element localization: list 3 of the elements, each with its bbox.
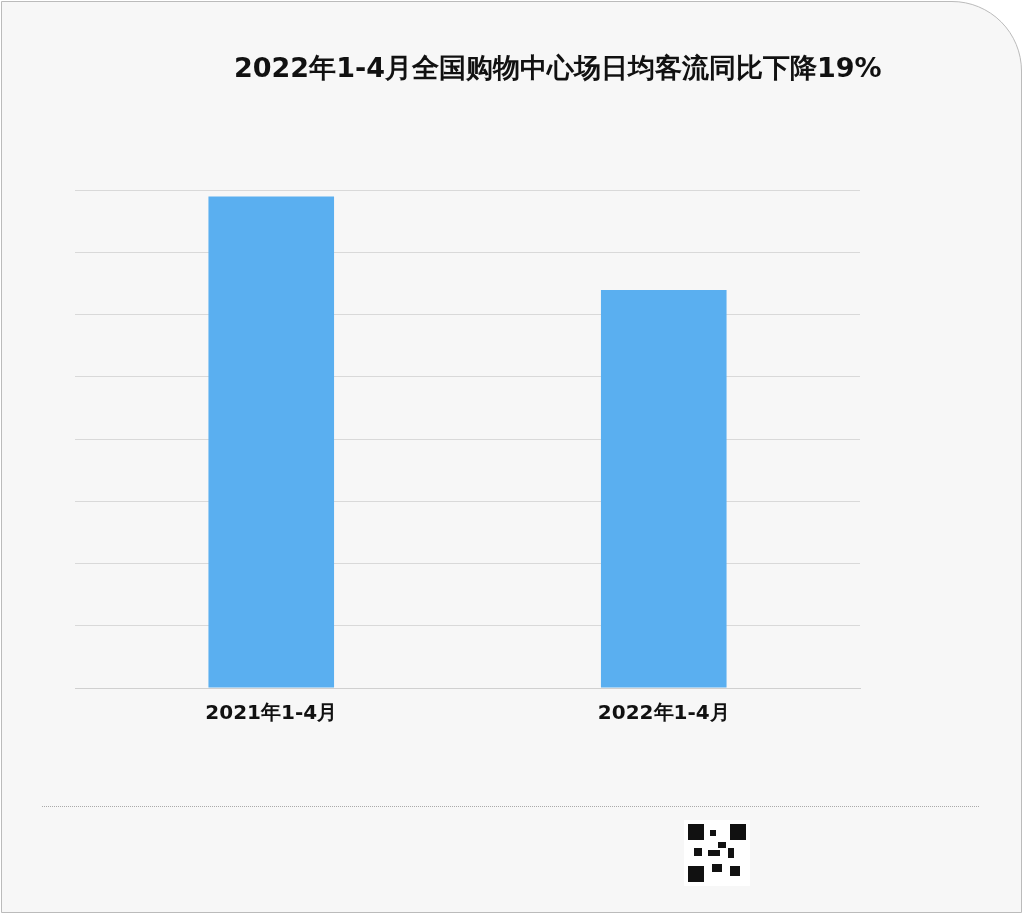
x-tick-label: 2021年1-4月: [205, 700, 338, 725]
chart-title: 2022年1-4月全国购物中心场日均客流同比下降19%: [234, 51, 882, 85]
x-tick-label: 2022年1-4月: [597, 700, 730, 725]
